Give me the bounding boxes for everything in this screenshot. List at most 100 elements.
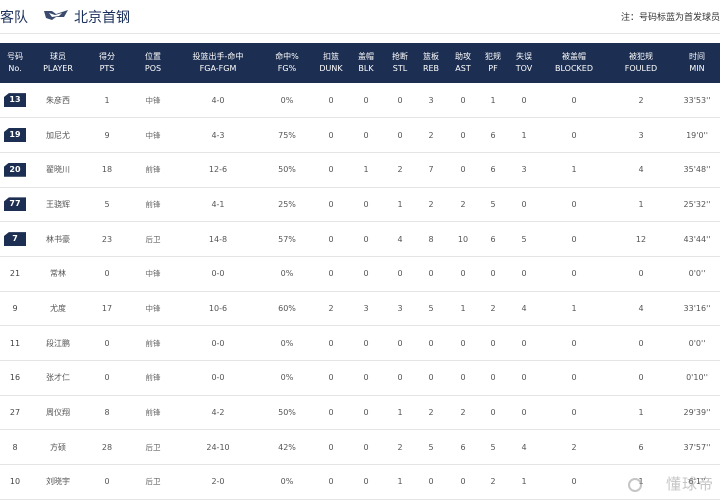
cell-pf: 0 [490, 269, 496, 279]
cell-blocked: 0 [571, 130, 577, 140]
cell-number: 19 [0, 118, 30, 153]
cell-fga-fgm: 4-3 [211, 130, 225, 140]
starter-number-badge: 7 [4, 232, 26, 247]
cell-number: 9 [0, 291, 30, 326]
cell-player[interactable]: 林书豪 [46, 234, 70, 244]
cell-fg-pct: 50% [278, 165, 296, 175]
table-body: 13 朱彦西 1 中锋 4-0 0% 0 0 0 3 0 1 0 0 2 33'53'' 19 加尼尤 9 中锋 4-3… [0, 83, 720, 500]
cell-position: 前锋 [145, 165, 161, 175]
cell-fouled: 6 [638, 442, 644, 452]
cell-blocked: 0 [571, 234, 577, 244]
player-number: 9 [12, 303, 18, 313]
header-label-cn: 篮板 [423, 52, 439, 61]
header-number: 号码 No. [0, 43, 30, 83]
cell-player[interactable]: 翟晓川 [46, 165, 70, 175]
cell-pf: 6 [490, 130, 496, 140]
header-label-cn: 投篮出手-命中 [192, 52, 244, 61]
cell-blocked: 0 [571, 338, 577, 348]
header-label-cn: 号码 [7, 52, 23, 61]
cell-position: 前锋 [145, 338, 161, 348]
cell-pf: 5 [490, 442, 496, 452]
header-stl: 抢断 STL [386, 43, 414, 83]
cell-tov: 0 [521, 338, 527, 348]
header-fg-pct: 命中% FG% [258, 43, 316, 83]
cell-fga-fgm: 4-1 [211, 199, 225, 209]
cell-minutes: 6'1'' [688, 477, 706, 487]
cell-fouled: 0 [638, 338, 644, 348]
cell-pf: 0 [490, 373, 496, 383]
table-row: 16 张才仁 0 前锋 0-0 0% 0 0 0 0 0 0 0 0 0 0'10'' [0, 361, 720, 396]
cell-dunk: 0 [328, 234, 334, 244]
cell-minutes: 37'57'' [683, 442, 711, 452]
cell-tov: 3 [521, 165, 527, 175]
starter-number-badge: 77 [4, 197, 26, 212]
table-row: 7 林书豪 23 后卫 14-8 57% 0 0 4 8 10 6 5 0 12 43'44'' [0, 222, 720, 257]
cell-points: 1 [104, 95, 110, 105]
cell-dunk: 0 [328, 165, 334, 175]
cell-minutes: 0'0'' [688, 269, 706, 279]
cell-points: 0 [104, 338, 110, 348]
cell-player[interactable]: 方硕 [50, 442, 66, 452]
cell-fga-fgm: 0-0 [211, 338, 225, 348]
cell-player[interactable]: 周仪翔 [46, 408, 70, 418]
starter-number-badge: 20 [4, 162, 26, 177]
header-label-en: STL [392, 64, 408, 73]
starter-number-badge: 19 [4, 128, 26, 143]
cell-fga-fgm: 24-10 [206, 442, 230, 452]
cell-minutes: 43'44'' [683, 234, 711, 244]
cell-number: 21 [0, 256, 30, 291]
cell-player[interactable]: 朱彦西 [46, 95, 70, 105]
cell-player[interactable]: 加尼尤 [46, 130, 70, 140]
cell-stl: 3 [397, 303, 403, 313]
cell-fouled: 0 [638, 373, 644, 383]
cell-fga-fgm: 0-0 [211, 269, 225, 279]
header-label-en: DUNK [319, 64, 343, 73]
cell-reb: 0 [428, 373, 434, 383]
player-number: 10 [9, 477, 21, 487]
cell-points: 18 [101, 165, 113, 175]
cell-points: 23 [101, 234, 113, 244]
cell-player[interactable]: 张才仁 [46, 373, 70, 383]
cell-dunk: 0 [328, 130, 334, 140]
cell-number: 77 [0, 187, 30, 222]
cell-stl: 1 [397, 477, 403, 487]
cell-minutes: 29'39'' [683, 408, 711, 418]
cell-pf: 2 [490, 303, 496, 313]
cell-number: 7 [0, 222, 30, 257]
cell-fouled: 2 [638, 95, 644, 105]
cell-ast: 1 [460, 303, 466, 313]
team-header: 客队 北京首钢 注：号码标蓝为首发球员 [0, 0, 720, 34]
header-label-en: TOV [515, 64, 533, 73]
header-minutes: 时间 MIN [674, 43, 720, 83]
cell-reb: 3 [428, 95, 434, 105]
cell-minutes: 19'0'' [686, 130, 708, 140]
cell-position: 前锋 [145, 408, 161, 418]
cell-number: 10 [0, 465, 30, 500]
cell-points: 0 [104, 373, 110, 383]
cell-fouled: 4 [638, 165, 644, 175]
cell-player[interactable]: 刘晓宇 [46, 477, 70, 487]
cell-fg-pct: 42% [278, 442, 296, 452]
cell-fg-pct: 75% [278, 130, 296, 140]
header-label-cn: 被盖帽 [562, 52, 586, 61]
cell-fg-pct: 0% [280, 477, 294, 487]
header-label-en: PF [488, 64, 498, 73]
header-label-cn: 命中% [275, 52, 299, 61]
header-label-en: No. [8, 64, 22, 73]
header-label-cn: 被犯规 [629, 52, 653, 61]
header-label-en: FGA-FGM [199, 64, 237, 73]
cell-player[interactable]: 常林 [50, 269, 66, 279]
cell-pf: 5 [490, 199, 496, 209]
cell-ast: 0 [460, 269, 466, 279]
table-row: 77 王骁辉 5 前锋 4-1 25% 0 0 1 2 2 5 0 0 1 25'32'' [0, 187, 720, 222]
cell-fga-fgm: 4-2 [211, 408, 225, 418]
cell-pf: 0 [490, 408, 496, 418]
away-label: 客队 [0, 10, 28, 26]
cell-player[interactable]: 段江鹏 [46, 338, 70, 348]
cell-blk: 0 [363, 199, 369, 209]
header-pf: 犯规 PF [478, 43, 508, 83]
cell-position: 后卫 [145, 477, 161, 487]
cell-dunk: 0 [328, 338, 334, 348]
cell-player[interactable]: 尤度 [50, 303, 66, 313]
cell-player[interactable]: 王骁辉 [46, 199, 70, 209]
